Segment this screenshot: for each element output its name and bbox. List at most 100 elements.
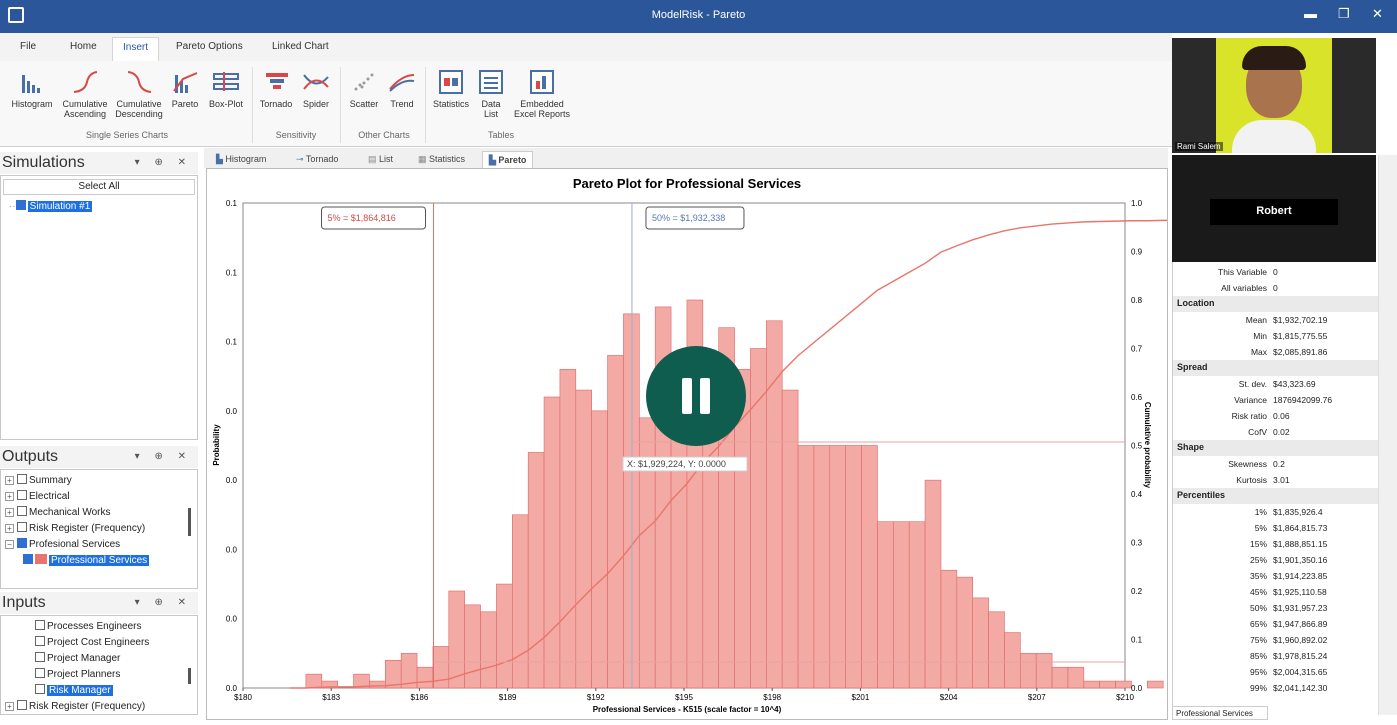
tab-tornado[interactable]: ⊸ Tornado (296, 154, 339, 164)
pane-controls[interactable]: ▾ ⊕ ✕ (134, 157, 192, 168)
shirt (1232, 120, 1316, 153)
tree-item[interactable]: Risk Manager (35, 684, 113, 696)
statistics-panel: This Variable 0 All variables 0 Location Mean… (1172, 262, 1379, 710)
stats-key: Min (1253, 331, 1267, 341)
marker-callout (321, 206, 427, 230)
simulation-item[interactable]: ·· Simulation #1 (9, 200, 93, 212)
pane-controls[interactable]: ▾ ⊕ ✕ (134, 597, 192, 608)
pause-button[interactable] (646, 346, 746, 446)
menu-pareto-options[interactable]: Pareto Options (176, 41, 243, 52)
stats-key: 65% (1249, 619, 1267, 629)
bar (321, 680, 338, 689)
tree-item[interactable]: + Summary (5, 474, 72, 486)
tab-histogram[interactable]: ▙ Histogram (216, 154, 267, 164)
box-plot-icon (213, 72, 239, 91)
tree-item[interactable]: + Electrical (5, 490, 70, 502)
outputs-header: Outputs ▾ ⊕ ✕ (0, 446, 198, 468)
document-tabs: ▙ Histogram ⊸ Tornado ▤ List ▦ Statistic… (204, 148, 1168, 168)
scatter-button[interactable]: Scatter (344, 69, 384, 109)
bar (988, 611, 1005, 689)
tree-item[interactable]: + Mechanical Works (5, 506, 111, 518)
select-all-button[interactable]: Select All (3, 179, 195, 195)
stats-row: 25% $1,901,350.16 (1173, 552, 1379, 568)
tree-item[interactable]: + Risk Register (Frequency) (5, 700, 145, 712)
histogram-icon (22, 75, 40, 93)
bar (1099, 680, 1116, 689)
y2-tick-label: 1.0 (1131, 199, 1143, 208)
histogram-button[interactable]: Histogram (6, 69, 58, 109)
stats-key: 5% (1254, 523, 1267, 533)
y-tick-label: 0.0 (226, 684, 238, 693)
stats-key: Variance (1234, 395, 1267, 405)
tree-item[interactable]: Project Cost Engineers (35, 636, 149, 648)
stats-value: $1,931,957.23 (1273, 603, 1328, 613)
checkbox[interactable] (15, 200, 26, 210)
save-icon[interactable] (8, 7, 24, 23)
ribbon-divider (340, 67, 341, 143)
cumulative-descending-button[interactable]: Cumulative Descending (112, 69, 166, 119)
data-list-button[interactable]: Data List (476, 69, 506, 119)
tree-item[interactable]: Processes Engineers (35, 620, 142, 632)
statistics-button[interactable]: Statistics (428, 69, 474, 109)
right-scrollbar[interactable] (1378, 155, 1397, 715)
stats-row: Skewness 0.2 (1173, 456, 1379, 472)
group-sensitivity: Sensitivity (275, 130, 317, 140)
tab-list[interactable]: ▤ List (368, 154, 394, 164)
stats-row: Max $2,085,891.86 (1173, 344, 1379, 360)
minimize-icon[interactable]: ▬ (1304, 6, 1317, 21)
embedded-excel-reports-button[interactable]: Embedded Excel Reports (510, 69, 574, 119)
y2-tick-label: 0.3 (1131, 539, 1143, 548)
bar (432, 646, 450, 689)
caller-name: Robert (1210, 199, 1338, 225)
simulations-title: Simulations (2, 154, 85, 171)
bar (893, 521, 910, 689)
stats-value: $1,888,851.15 (1273, 539, 1328, 549)
scrollbar[interactable] (188, 508, 191, 536)
menu-linked-chart[interactable]: Linked Chart (272, 41, 329, 52)
tree-item[interactable]: − Profesional Services (5, 538, 120, 550)
y2-tick-label: 0.2 (1131, 587, 1143, 596)
stats-key: Max (1250, 347, 1267, 357)
pareto-chart[interactable]: Pareto Plot for Professional Services $1… (207, 169, 1243, 719)
simulations-header: Simulations ▾ ⊕ ✕ (0, 152, 198, 174)
menu-insert[interactable]: Insert (112, 37, 160, 61)
menu-home[interactable]: Home (70, 41, 97, 52)
close-icon[interactable]: ✕ (1372, 6, 1383, 21)
x-tick-label: $201 (852, 693, 870, 702)
bar (416, 666, 434, 689)
menu-file[interactable]: File (20, 41, 37, 52)
cumulative-ascending-button[interactable]: Cumulative Ascending (58, 69, 112, 119)
box-plot-button[interactable]: Box-Plot (204, 69, 248, 109)
stats-footer-tab[interactable]: Professional Services (1172, 706, 1268, 720)
tree-item[interactable]: + Risk Register (Frequency) (5, 522, 145, 534)
pane-controls[interactable]: ▾ ⊕ ✕ (134, 451, 192, 462)
x-tick-label: $189 (499, 693, 517, 702)
y-tick-label: 0.1 (226, 338, 238, 347)
pareto-button[interactable]: Pareto (166, 69, 204, 109)
bar (750, 348, 767, 689)
tab-pareto[interactable]: ▙ Pareto (482, 151, 534, 168)
tornado-button[interactable]: Tornado (256, 69, 296, 109)
y-tick-label: 0.0 (226, 615, 238, 624)
tornado-icon (266, 73, 288, 89)
bar (829, 445, 846, 689)
spider-button[interactable]: Spider (298, 69, 334, 109)
stats-key: 75% (1249, 635, 1267, 645)
tree-item[interactable]: Project Planners (35, 668, 120, 680)
stats-value: $2,041,142.30 (1273, 683, 1328, 693)
bar (1147, 680, 1164, 689)
tree-item-selected[interactable]: Professional Services (23, 554, 150, 566)
excel-reports-icon (530, 70, 554, 94)
stats-section-header: Percentiles (1173, 488, 1379, 504)
tree-item[interactable]: Project Manager (35, 652, 120, 664)
trend-button[interactable]: Trend (384, 69, 420, 109)
stats-row: Risk ratio 0.06 (1173, 408, 1379, 424)
cumulative-descending-icon (127, 71, 152, 93)
stats-key: Risk ratio (1231, 411, 1267, 421)
stats-section-header: Location (1173, 296, 1379, 312)
scrollbar[interactable] (188, 668, 191, 684)
tab-statistics[interactable]: ▦ Statistics (418, 154, 466, 164)
group-tables: Tables (487, 130, 514, 140)
stats-row: 95% $2,004,315.65 (1173, 664, 1379, 680)
restore-icon[interactable]: ❐ (1338, 6, 1350, 21)
